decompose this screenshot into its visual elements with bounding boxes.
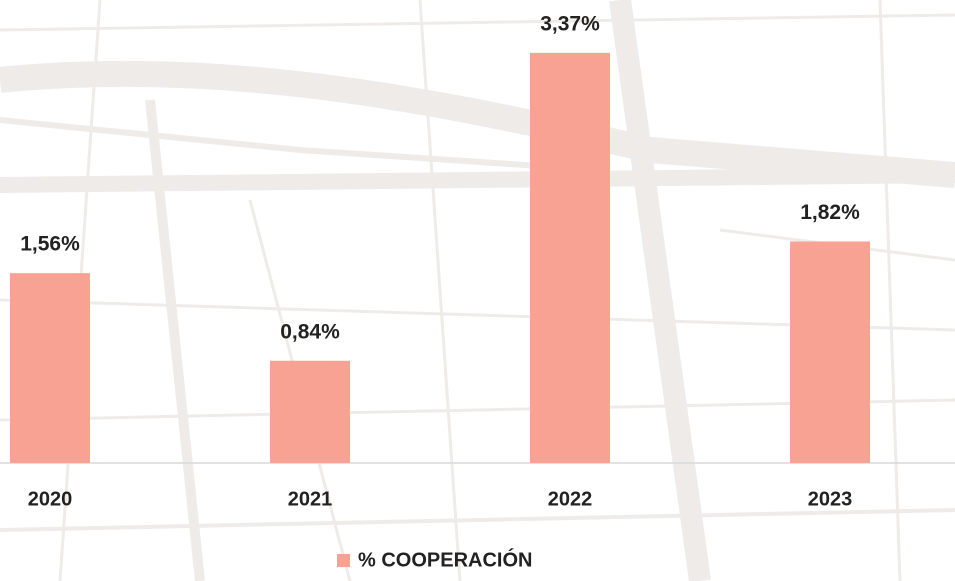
bar xyxy=(270,360,350,463)
legend-label: % COOPERACIÓN xyxy=(358,547,532,571)
data-label: 1,56% xyxy=(20,233,80,256)
x-tick-label: 2020 xyxy=(28,488,73,510)
data-label: 0,84% xyxy=(280,320,340,343)
bar xyxy=(530,52,610,463)
x-tick-label: 2021 xyxy=(288,488,333,510)
data-label: 3,37% xyxy=(540,12,600,35)
legend-swatch xyxy=(337,554,350,567)
bar xyxy=(10,273,90,463)
x-tick-label: 2023 xyxy=(808,488,853,510)
data-label: 1,82% xyxy=(800,201,860,224)
bar xyxy=(790,241,870,463)
x-tick-label: 2022 xyxy=(548,488,593,510)
